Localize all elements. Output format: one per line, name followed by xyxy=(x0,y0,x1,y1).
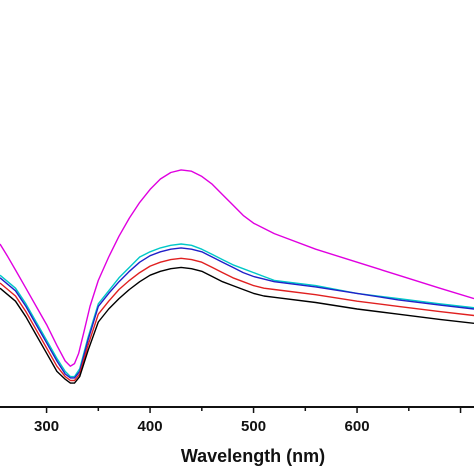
x-ticks: 300 400 500 600 xyxy=(34,407,462,435)
x-tick-label: 400 xyxy=(138,418,163,435)
series-line-4 xyxy=(0,257,474,382)
series-line-3 xyxy=(0,247,474,379)
x-tick-label: 500 xyxy=(241,418,266,435)
series-line-5 xyxy=(0,266,474,384)
series-line-1 xyxy=(0,169,474,367)
series-line-2 xyxy=(0,243,474,378)
x-tick-label: 300 xyxy=(34,418,59,435)
x-tick-label: 600 xyxy=(345,418,370,435)
series-layer xyxy=(0,169,474,384)
x-axis-title: Wavelength (nm) xyxy=(181,446,325,466)
